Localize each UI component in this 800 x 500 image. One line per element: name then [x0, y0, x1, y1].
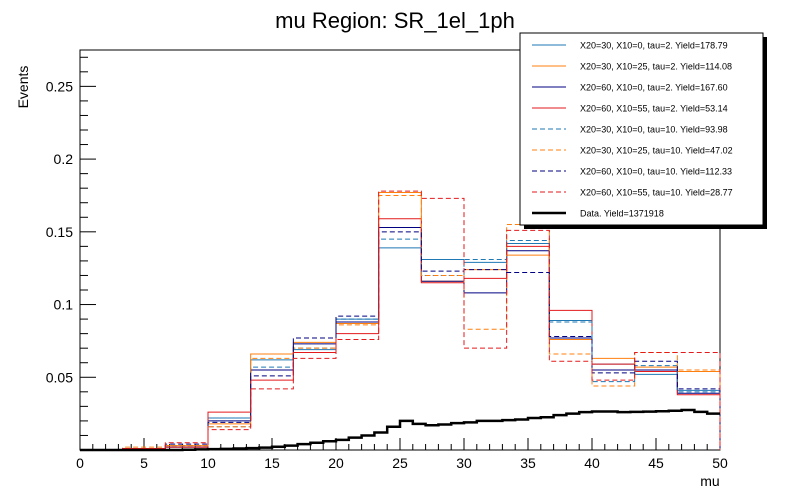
legend-label-9: Data. Yield=1371918 — [580, 209, 664, 219]
x-tick-label: 20 — [328, 455, 344, 471]
x-tick-label: 5 — [140, 455, 148, 471]
x-tick-label: 40 — [584, 455, 600, 471]
y-tick-label: 0.2 — [54, 151, 74, 167]
x-tick-label: 30 — [456, 455, 472, 471]
series-4-histogram — [80, 218, 721, 451]
series-7-histogram — [80, 231, 721, 451]
y-tick-label: 0.05 — [46, 369, 73, 385]
legend-label-6: X20=30, X10=25, tau=10. Yield=47.02 — [580, 146, 733, 156]
series-3-histogram — [80, 226, 721, 451]
x-axis-label: mu — [700, 473, 719, 489]
series-1-histogram — [80, 242, 721, 451]
legend: X20=30, X10=0, tau=2. Yield=178.79 X20=30… — [519, 32, 767, 229]
x-tick-label: 10 — [200, 455, 216, 471]
y-tick-label: 0.1 — [54, 297, 74, 313]
legend-label-4: X20=60, X10=55, tau=2. Yield=53.14 — [580, 104, 728, 114]
x-tick-label: 0 — [76, 455, 84, 471]
legend-label-2: X20=30, X10=25, tau=2. Yield=114.08 — [580, 62, 732, 72]
legend-entries: X20=30, X10=0, tau=2. Yield=178.79 X20=30… — [532, 41, 733, 219]
x-tick-label: 15 — [264, 455, 280, 471]
y-tick-label: 0.15 — [46, 224, 73, 240]
y-tick-labels: 0.05 0.1 0.15 0.2 0.25 — [46, 78, 73, 385]
legend-label-8: X20=60, X10=55, tau=10. Yield=28.77 — [580, 188, 733, 198]
series-layer — [80, 190, 721, 451]
data-series-layer — [80, 408, 720, 452]
series-8-histogram — [80, 190, 721, 451]
chart-title: mu Region: SR_1el_1ph — [275, 8, 515, 33]
x-tick-label: 45 — [648, 455, 664, 471]
series-5-histogram — [80, 238, 721, 451]
x-tick-label: 35 — [520, 455, 536, 471]
legend-label-7: X20=60, X10=0, tau=10. Yield=112.33 — [580, 167, 732, 177]
legend-label-3: X20=60, X10=0, tau=2. Yield=167.60 — [580, 83, 728, 93]
x-tick-labels: 0 5 10 15 20 25 30 35 40 45 50 — [76, 455, 728, 471]
y-axis-label: Events — [15, 66, 31, 109]
legend-label-5: X20=30, X10=0, tau=10. Yield=93.98 — [580, 125, 728, 135]
y-tick-label: 0.25 — [46, 78, 73, 94]
x-tick-label: 25 — [392, 455, 408, 471]
x-tick-label: 50 — [712, 455, 728, 471]
legend-label-1: X20=30, X10=0, tau=2. Yield=178.79 — [580, 41, 728, 51]
data-series-line — [80, 408, 720, 452]
